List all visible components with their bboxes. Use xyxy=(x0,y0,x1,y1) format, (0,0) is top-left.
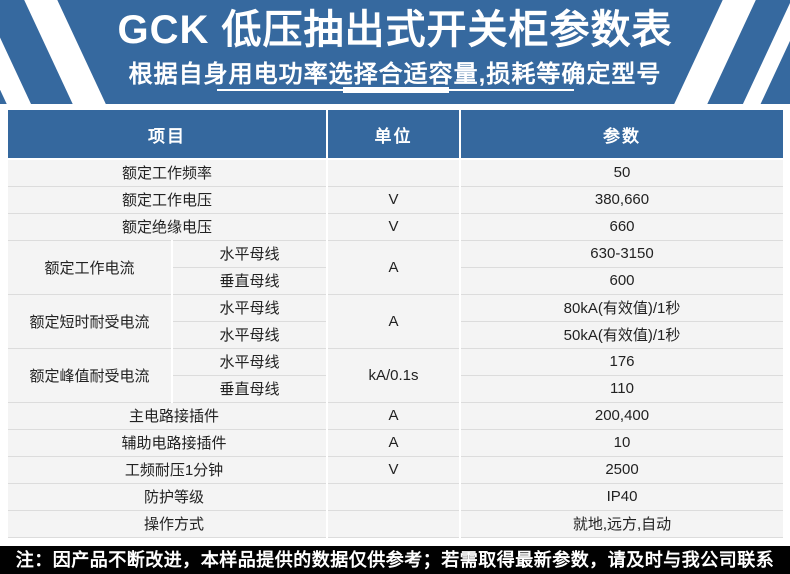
item-cell: 额定短时耐受电流 xyxy=(8,294,172,349)
page-title: GCK 低压抽出式开关柜参数表 xyxy=(117,8,673,52)
value-cell: 50 xyxy=(459,159,783,187)
column-header-item: 项目 xyxy=(8,110,327,160)
item-cell: 额定工作频率 xyxy=(8,159,327,187)
value-cell: 630-3150 xyxy=(459,240,783,268)
footer-note-bar: 注：因产品不断改进，本样品提供的数据仅供参考；若需取得最新参数，请及时与我公司联… xyxy=(0,545,790,574)
value-cell: 80kA(有效值)/1秒 xyxy=(459,294,783,322)
unit-cell xyxy=(326,483,460,511)
item-cell: 防护等级 xyxy=(8,483,327,511)
unit-cell xyxy=(326,159,460,187)
table-row: 额定工作电压 V 380,660 xyxy=(8,186,783,214)
table-row: 额定峰值耐受电流 水平母线 kA/0.1s 176 xyxy=(8,348,783,403)
table-row: 防护等级 IP40 xyxy=(8,483,783,511)
sub-item-cell: 水平母线 xyxy=(171,348,327,376)
table-row: 水平母线 50kA(有效值)/1秒 xyxy=(8,321,783,349)
table-row: 额定绝缘电压 V 660 xyxy=(8,213,783,241)
unit-cell: V xyxy=(326,186,460,214)
page-subtitle: 根据自身用电功率选择合适容量,损耗等确定型号 xyxy=(128,61,662,88)
item-cell: 额定峰值耐受电流 xyxy=(8,348,172,403)
unit-cell: A xyxy=(326,402,460,430)
table-row: 额定工作电流 水平母线 A 630-3150 xyxy=(8,240,783,295)
banner: GCK 低压抽出式开关柜参数表 根据自身用电功率选择合适容量,损耗等确定型号 xyxy=(0,0,790,104)
table-row: 额定工作频率 50 xyxy=(8,159,783,187)
table-row: 垂直母线 110 xyxy=(8,375,783,403)
column-header-param: 参数 xyxy=(459,110,783,160)
sub-item-cell: 水平母线 xyxy=(171,240,327,268)
value-cell: 600 xyxy=(459,267,783,295)
sub-item-cell: 垂直母线 xyxy=(171,375,327,403)
value-cell: 就地,远方,自动 xyxy=(459,510,783,538)
value-cell: 660 xyxy=(459,213,783,241)
item-cell: 额定工作电压 xyxy=(8,186,327,214)
unit-cell: A xyxy=(326,294,460,349)
parameters-table: 项目 单位 参数 额定工作频率 50 额定工作电压 V 380,660 额定绝缘… xyxy=(8,110,783,538)
item-cell: 主电路接插件 xyxy=(8,402,327,430)
value-cell: 110 xyxy=(459,375,783,403)
table-row: 额定短时耐受电流 水平母线 A 80kA(有效值)/1秒 xyxy=(8,294,783,349)
table-row: 工频耐压1分钟 V 2500 xyxy=(8,456,783,484)
item-cell: 额定工作电流 xyxy=(8,240,172,295)
sub-item-cell: 水平母线 xyxy=(171,321,327,349)
item-cell: 工频耐压1分钟 xyxy=(8,456,327,484)
value-cell: 200,400 xyxy=(459,402,783,430)
table-row: 垂直母线 600 xyxy=(8,267,783,295)
sub-item-cell: 垂直母线 xyxy=(171,267,327,295)
table-row: 操作方式 就地,远方,自动 xyxy=(8,510,783,538)
subtitle-underline-accent xyxy=(342,87,449,93)
value-cell: IP40 xyxy=(459,483,783,511)
value-cell: 50kA(有效值)/1秒 xyxy=(459,321,783,349)
unit-cell: A xyxy=(326,240,460,295)
value-cell: 380,660 xyxy=(459,186,783,214)
sub-item-cell: 水平母线 xyxy=(171,294,327,322)
unit-cell xyxy=(326,510,460,538)
header-row: 项目 单位 参数 xyxy=(8,110,783,160)
table-row: 主电路接插件 A 200,400 xyxy=(8,402,783,430)
unit-cell: V xyxy=(326,213,460,241)
item-cell: 操作方式 xyxy=(8,510,327,538)
footer-note: 注：因产品不断改进，本样品提供的数据仅供参考；若需取得最新参数，请及时与我公司联… xyxy=(15,549,775,570)
column-header-unit: 单位 xyxy=(326,110,460,160)
unit-cell: V xyxy=(326,456,460,484)
value-cell: 10 xyxy=(459,429,783,457)
item-cell: 额定绝缘电压 xyxy=(8,213,327,241)
value-cell: 2500 xyxy=(459,456,783,484)
value-cell: 176 xyxy=(459,348,783,376)
subtitle-underline xyxy=(217,87,574,93)
table-row: 辅助电路接插件 A 10 xyxy=(8,429,783,457)
item-cell: 辅助电路接插件 xyxy=(8,429,327,457)
unit-cell: kA/0.1s xyxy=(326,348,460,403)
unit-cell: A xyxy=(326,429,460,457)
